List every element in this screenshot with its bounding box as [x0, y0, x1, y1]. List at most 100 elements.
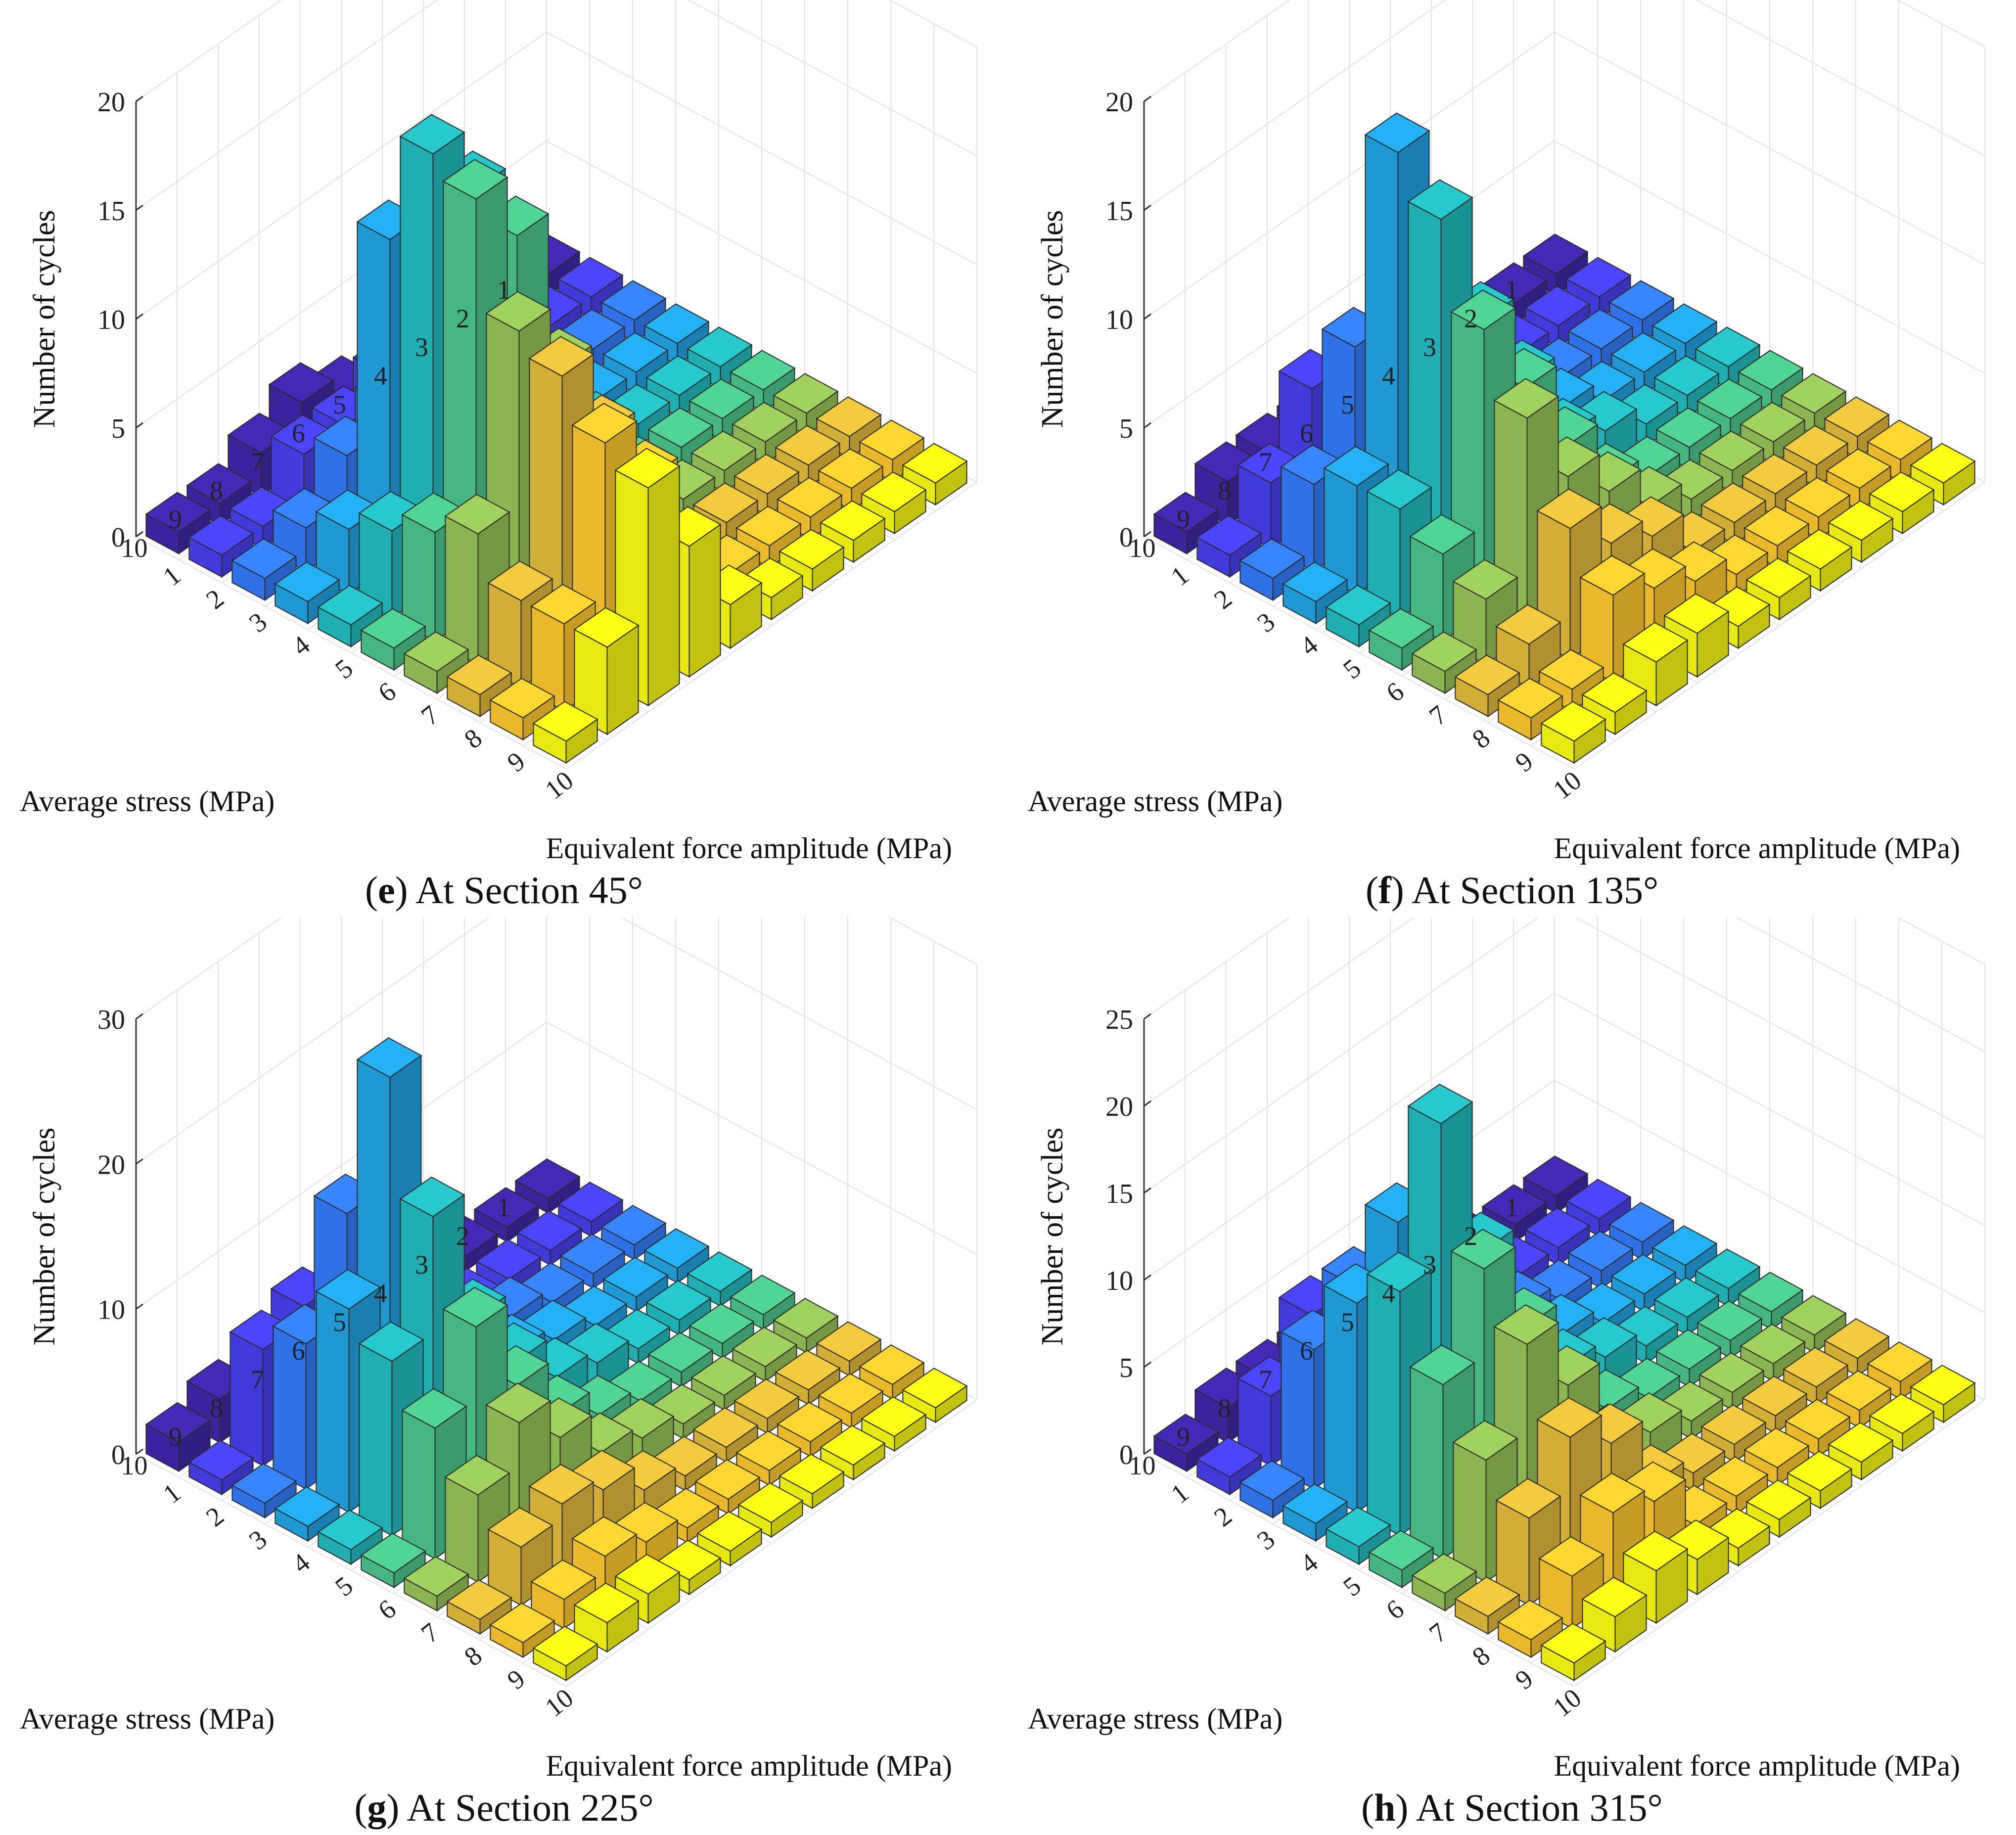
bar-top: [730, 1275, 796, 1316]
caption-letter: h: [1374, 1786, 1396, 1829]
y-tick-label: 4: [374, 361, 387, 391]
x-tick-label: 1: [157, 560, 186, 592]
x-tick-label: 10: [540, 765, 579, 805]
bar: [1781, 373, 1847, 436]
bar: [1826, 1370, 1892, 1429]
bar-top: [317, 1510, 383, 1551]
bar-top: [1653, 355, 1720, 396]
bar-top: [1153, 492, 1219, 533]
y-tick-label: 9: [1177, 1422, 1190, 1452]
bar: [1824, 396, 1890, 459]
y-tick-label: 6: [1300, 418, 1313, 448]
bar: [188, 515, 254, 578]
bar: [859, 419, 925, 483]
bar: [231, 1463, 297, 1519]
bar: [645, 355, 712, 418]
bar-top: [692, 482, 759, 523]
x-tick-label: 2: [200, 1501, 229, 1532]
bar-top: [444, 494, 510, 535]
bar-top: [816, 396, 882, 437]
bar-top: [1824, 396, 1890, 437]
x-tick-label: 2: [1208, 583, 1237, 615]
bar-face: [402, 1410, 436, 1560]
bar-top: [1495, 1478, 1561, 1519]
bar-top: [859, 419, 925, 460]
bar-top: [600, 280, 667, 321]
bar-top: [485, 291, 551, 332]
bar-top: [818, 1373, 884, 1414]
bar: [1411, 631, 1477, 694]
y-tick-label: 8: [210, 476, 223, 505]
bars: [145, 114, 968, 764]
bar: [489, 1603, 555, 1658]
bar: [902, 1368, 968, 1423]
bar: [1741, 1376, 1808, 1434]
bar: [902, 443, 968, 506]
bar-top: [1538, 649, 1604, 690]
x-tick-label: 6: [1380, 676, 1409, 708]
bar-top: [487, 1507, 553, 1548]
bar-top: [1745, 557, 1812, 598]
bars: [1153, 1084, 1976, 1682]
bar: [647, 407, 714, 470]
bar: [861, 471, 927, 535]
bar-top: [399, 114, 465, 155]
bar: [1325, 585, 1391, 648]
panel-g: 0 10 20 30 Number of cycles 1 2 3 4 5 6 7 8 9 10 1 2 3 4 5 6…: [0, 918, 1008, 1835]
bar: [1610, 332, 1677, 395]
bar-top: [186, 463, 252, 504]
bar: [274, 561, 340, 625]
bar-top: [268, 362, 334, 403]
bar-top: [530, 584, 596, 625]
z-tick-label: 25: [1105, 1005, 1133, 1035]
bar: [1567, 1231, 1634, 1289]
bar: [516, 1210, 583, 1266]
bar: [694, 1459, 761, 1515]
x-tick-label: 10: [1548, 1683, 1587, 1723]
z-tick: [1144, 313, 1151, 320]
bar: [614, 448, 681, 707]
bar: [1651, 1225, 1718, 1284]
bar-top: [690, 430, 757, 471]
bar-top: [1579, 555, 1646, 596]
bar: [1581, 672, 1648, 735]
y-tick-label: 10: [1129, 1451, 1156, 1480]
bar: [1787, 1451, 1853, 1510]
z-tick-label: 0: [111, 1440, 125, 1470]
bar: [1239, 538, 1305, 601]
bar-top: [773, 1298, 839, 1339]
bar-top: [1828, 1422, 1894, 1463]
z-axis-label: Number of cycles: [1036, 1128, 1069, 1346]
bar: [1702, 1456, 1769, 1515]
bar-top: [1781, 1295, 1847, 1336]
bar: [1695, 1248, 1761, 1307]
bar-top: [573, 1582, 640, 1623]
bar: [735, 505, 802, 569]
bar: [779, 1454, 845, 1510]
x-tick-label: 10: [540, 1683, 579, 1723]
bar-top: [532, 1626, 598, 1667]
bar: [1696, 378, 1763, 442]
bar-top: [1738, 1272, 1804, 1313]
bar-top: [1536, 1397, 1603, 1438]
bar-top: [1364, 112, 1430, 153]
bar-top: [1411, 1553, 1477, 1594]
bar: [820, 1425, 886, 1481]
bar: [1698, 1352, 1765, 1411]
bar: [1524, 1207, 1591, 1266]
bar: [1741, 454, 1808, 517]
bar: [1497, 1600, 1563, 1658]
x-tick-label: 7: [1423, 699, 1452, 731]
bar: [145, 492, 211, 555]
bar-top: [1411, 631, 1477, 672]
bar-top: [1368, 608, 1434, 649]
z-axis-label: Number of cycles: [28, 1128, 61, 1346]
bar-top: [1655, 407, 1722, 448]
bar-top: [1325, 585, 1391, 626]
z-tick-label: 5: [1119, 413, 1133, 444]
bar-top: [1239, 1460, 1305, 1501]
bar: [1867, 419, 1933, 483]
bar-top: [687, 1251, 753, 1292]
